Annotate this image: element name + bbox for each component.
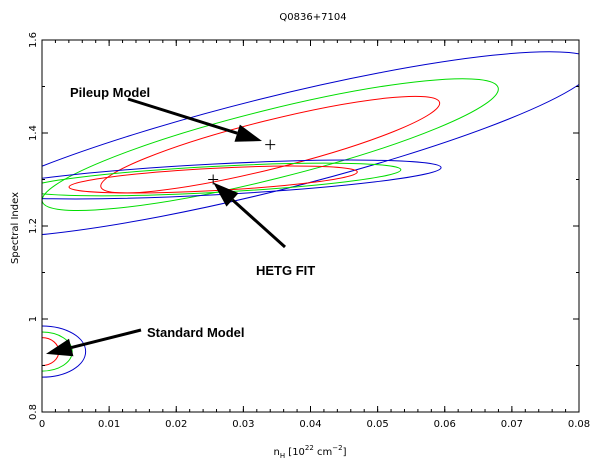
annotation-hetg-fit: HETG FIT: [256, 263, 315, 278]
contour-hetg-fit-blue: [42, 159, 442, 200]
contours-layer: [42, 51, 579, 378]
y-tick-label: 1.4: [28, 125, 39, 141]
markers-layer: [208, 139, 276, 185]
y-tick-label: 0.8: [28, 404, 39, 420]
contour-standard-model-blue: [42, 325, 87, 378]
x-tick-label: 0.06: [434, 419, 456, 430]
arrow-pileup-model: [127, 97, 262, 142]
contour-hetg-fit-red: [68, 165, 358, 194]
marker-hetg-best-fit: [208, 174, 219, 185]
annotation-standard-model: Standard Model: [147, 325, 245, 340]
chart-title: Q0836+7104: [279, 12, 346, 23]
arrow-hetg-fit: [213, 182, 287, 249]
x-tick-label: 0.07: [501, 419, 523, 430]
y-axis-label: Spectral Index: [10, 192, 21, 264]
y-tick-label: 1.2: [28, 218, 39, 234]
x-tick-label: 0.02: [165, 419, 187, 430]
x-tick-label: 0.04: [299, 419, 321, 430]
y-tick-label: 1.6: [28, 32, 39, 48]
plot-frame: [41, 39, 580, 413]
y-tick-label: 1: [28, 316, 39, 322]
x-tick-label: 0: [39, 419, 45, 430]
x-axis-label: nH [1022 cm−2]: [274, 444, 347, 460]
annotation-pileup-model: Pileup Model: [70, 85, 150, 100]
x-tick-label: 0.05: [366, 419, 388, 430]
contour-pileup-model-blue: [42, 51, 579, 239]
x-tick-label: 0.01: [98, 419, 120, 430]
x-tick-label: 0.03: [232, 419, 254, 430]
marker-pileup-best-fit: [265, 139, 276, 150]
x-tick-label: 0.08: [568, 419, 590, 430]
arrows-layer: [46, 97, 287, 357]
arrow-standard-model: [46, 328, 142, 357]
contour-hetg-fit-green: [42, 162, 402, 197]
contour-pileup-model-red: [100, 95, 441, 194]
